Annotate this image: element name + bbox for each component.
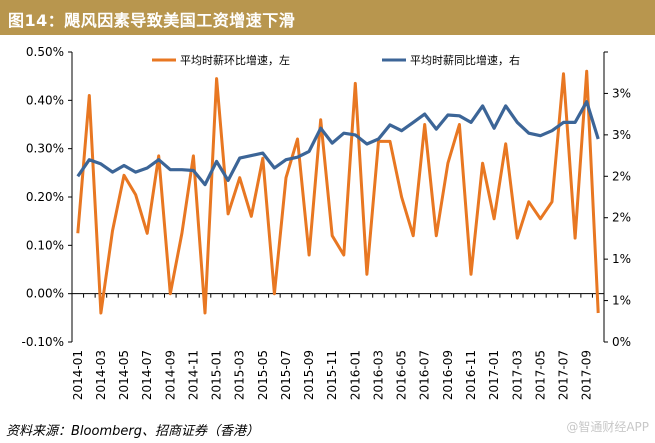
source-note: 资料来源：Bloomberg、招商证券（香港） xyxy=(6,424,259,439)
x-axis-tick-label: 2017-05 xyxy=(533,350,547,400)
legend-yoy-label: 平均时薪同比增速，右 xyxy=(410,53,520,67)
x-axis-tick-label: 2016-01 xyxy=(348,350,362,400)
series-line-yoy xyxy=(76,100,600,187)
right-axis-tick-label: 1% xyxy=(612,252,631,266)
left-axis-tick-label: 0.00% xyxy=(26,287,64,301)
right-axis-tick-label: 1% xyxy=(612,294,631,308)
left-axis-tick-label: 0.40% xyxy=(26,93,64,107)
right-axis-tick-label: 2% xyxy=(612,211,631,225)
right-axis-tick-label: 3% xyxy=(612,86,631,100)
x-axis-tick-label: 2014-11 xyxy=(186,350,200,400)
right-axis-tick-label: 2% xyxy=(612,169,631,183)
title-bar: 图14：飓风因素导致美国工资增速下滑 xyxy=(0,0,655,35)
left-axis-tick-label: 0.50% xyxy=(26,45,64,59)
chart-area: -0.10% 0.00% 0.10% 0.20% 0.30% 0.40% 0.50% 0% 1%… xyxy=(22,45,632,400)
x-axis-tick-label: 2014-09 xyxy=(163,350,177,400)
x-axis-tick-label: 2017-07 xyxy=(557,350,571,400)
chart-title: 图14：飓风因素导致美国工资增速下滑 xyxy=(8,11,296,30)
x-axis-tick-label: 2014-07 xyxy=(140,350,154,400)
left-axis-tick-label: 0.20% xyxy=(26,190,64,204)
right-axis-tick-label: 3% xyxy=(612,128,631,142)
x-axis-tick-label: 2016-11 xyxy=(464,350,478,400)
x-axis-tick-label: 2015-11 xyxy=(325,350,339,400)
left-axis-tick-label: 0.30% xyxy=(26,142,64,156)
x-axis-tick-label: 2017-09 xyxy=(580,350,594,400)
x-axis-tick-label: 2015-05 xyxy=(256,350,270,400)
x-axis-tick-label: 2015-07 xyxy=(279,350,293,400)
series-line-mom xyxy=(76,69,600,315)
x-axis-tick-label: 2016-09 xyxy=(441,350,455,400)
left-axis-tick-label: -0.10% xyxy=(22,335,64,349)
x-axis-tick-label: 2014-03 xyxy=(94,350,108,400)
x-axis-tick-label: 2016-03 xyxy=(371,350,385,400)
x-axis-tick-label: 2017-03 xyxy=(510,350,524,400)
x-axis-tick-label: 2016-05 xyxy=(395,350,409,400)
watermark: @智通财经APP xyxy=(566,420,649,434)
right-axis-tick-label: 0% xyxy=(612,335,631,349)
x-axis-tick-label: 2017-01 xyxy=(487,350,501,400)
x-axis-tick-label: 2014-05 xyxy=(117,350,131,400)
x-axis-tick-label: 2015-09 xyxy=(302,350,316,400)
x-axis-tick-label: 2015-03 xyxy=(233,350,247,400)
left-axis-tick-label: 0.10% xyxy=(26,238,64,252)
x-axis-tick-label: 2014-01 xyxy=(71,350,85,400)
x-axis-tick-label: 2015-01 xyxy=(210,350,224,400)
x-axis-tick-label: 2016-07 xyxy=(418,350,432,400)
legend-mom-label: 平均时薪环比增速，左 xyxy=(180,53,290,67)
